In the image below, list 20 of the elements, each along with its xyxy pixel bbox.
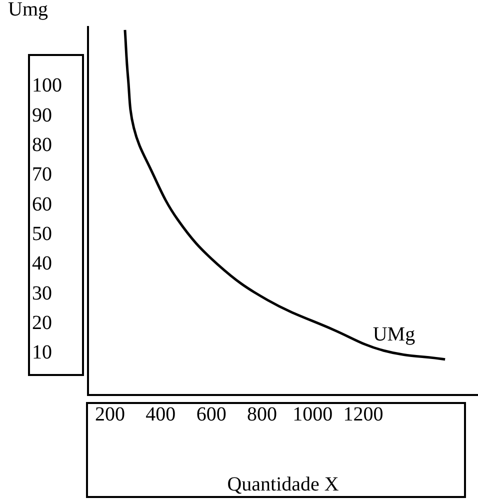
y-tick-label: 20	[32, 312, 52, 334]
y-tick-label: 10	[32, 342, 52, 364]
y-tick-label: 30	[32, 282, 52, 304]
y-tick-label: 90	[32, 104, 52, 126]
x-tick-label: 600	[196, 403, 226, 426]
x-tick-label: 400	[146, 403, 176, 426]
series-label: UMg	[372, 324, 416, 346]
y-tick-label: 60	[32, 193, 52, 216]
x-tick-label: 1200	[343, 403, 384, 426]
y-tick-label: 70	[32, 164, 52, 186]
x-axis-title: Quantidade X	[227, 473, 340, 496]
y-axis-title: Umg	[8, 0, 48, 20]
y-tick-label: 100	[32, 74, 62, 97]
x-tick-label: 200	[95, 403, 126, 426]
y-tick-label: 50	[32, 222, 52, 245]
x-tick-label: 800	[246, 403, 277, 426]
line-series	[124, 28, 446, 361]
x-tick-label: 1000	[292, 403, 333, 426]
y-tick-label: 80	[32, 134, 52, 156]
y-tick-label: 40	[32, 252, 52, 275]
